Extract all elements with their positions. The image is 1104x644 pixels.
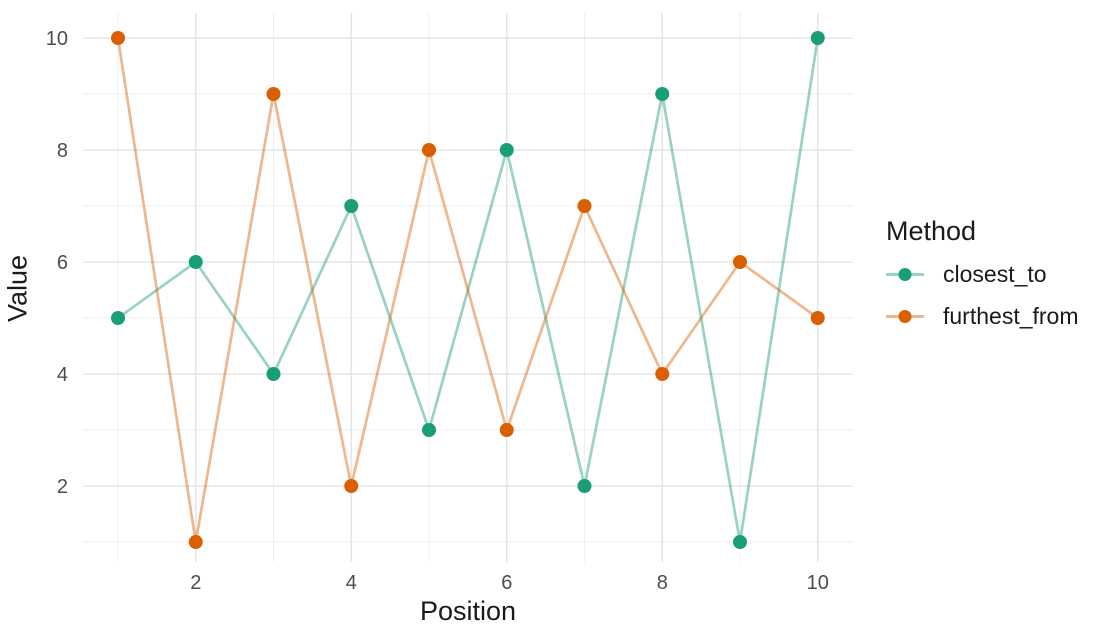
svg-text:6: 6 (57, 252, 68, 274)
legend-item-label: furthest_from (943, 303, 1079, 329)
legend-item-furthest-from: furthest_from (878, 305, 1079, 328)
legend-title: Method (886, 216, 977, 246)
legend: Method closest_to furthest_from (878, 218, 1079, 347)
svg-text:10: 10 (46, 28, 68, 50)
y-axis-title: Value (2, 254, 33, 323)
svg-text:8: 8 (57, 140, 68, 162)
svg-text:4: 4 (57, 364, 68, 386)
legend-item-label: closest_to (943, 261, 1047, 287)
svg-text:10: 10 (807, 572, 829, 594)
legend-item-closest-to: closest_to (878, 263, 1079, 286)
svg-text:8: 8 (657, 572, 668, 594)
line-dot-key-icon (886, 310, 924, 323)
svg-text:2: 2 (57, 476, 68, 498)
svg-text:2: 2 (190, 572, 201, 594)
line-dot-key-icon (886, 268, 924, 281)
x-axis-title: Position (419, 596, 517, 626)
svg-text:4: 4 (346, 572, 357, 594)
svg-text:6: 6 (501, 572, 512, 594)
